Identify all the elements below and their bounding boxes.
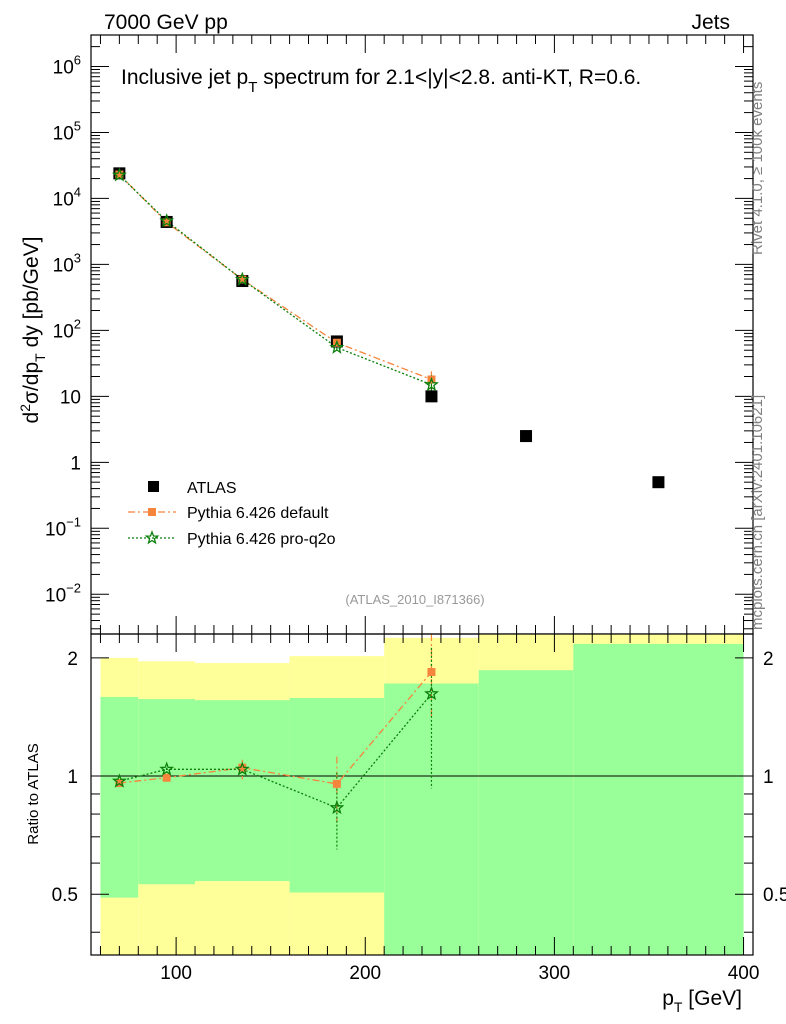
ratio-point-1 (329, 799, 345, 815)
legend-marker-pythia-proq2o (144, 530, 160, 545)
x-tick-label: 200 (349, 963, 381, 984)
legend-marker-pythia-default (148, 508, 156, 516)
ratio-point-1 (234, 761, 250, 776)
legend-marker-atlas (148, 481, 159, 492)
ratio-y-tick-label: 2 (67, 649, 78, 670)
main-y-tick-exponent: 6 (74, 52, 81, 67)
ratio-point-1 (424, 685, 439, 701)
main-point-2 (329, 339, 345, 354)
main-point-1 (238, 275, 247, 284)
main-data-series (111, 167, 665, 489)
rivet-version-label: Rivet 4.1.0, ≥ 100k events (749, 82, 766, 255)
main-point-2 (234, 271, 250, 286)
main-y-tick-base: 10 (45, 585, 66, 606)
legend-label-pythia-proq2o: Pythia 6.426 pro-q2o (187, 531, 336, 548)
legend-label-atlas: ATLAS (187, 480, 237, 497)
main-y-tick-exponent: 3 (74, 250, 81, 265)
main-y-tick-label: 102 (53, 316, 81, 342)
main-y-tick-exponent: 2 (74, 316, 81, 331)
ratio-point-0 (238, 763, 247, 772)
ratio-data-series (111, 634, 439, 850)
ratio-point-1 (159, 761, 175, 776)
ratio-point-0 (427, 668, 436, 677)
main-y-tick-exponent: 4 (74, 184, 81, 199)
main-y-tick-base: 10 (53, 255, 74, 276)
ratio-y-tick-label: 0.5 (52, 885, 78, 906)
main-y-tick-base: 10 (45, 519, 66, 540)
main-y-tick-label: 106 (53, 52, 81, 78)
ratio-point-0 (162, 773, 171, 782)
main-series-line-2 (118, 174, 432, 386)
main-y-tick-label: 10−2 (45, 580, 81, 606)
x-axis-label: pT [GeV] (662, 987, 742, 1015)
main-point-2 (111, 167, 127, 182)
title-part-2: spectrum for 2.1<|y|<2.8. anti-KT, R=0.6… (257, 66, 641, 89)
x-tick-label: 300 (539, 963, 571, 984)
main-y-tick-label: 10−1 (45, 514, 81, 540)
main-y-tick-label: 105 (53, 118, 81, 144)
main-y-tick-exponent: 5 (74, 118, 81, 133)
ratio-plot-panel: 0.5 0.5 1 1 2 2 100 200 300 400 Ratio to ATLAS pT… (25, 633, 786, 1015)
ylabel-subscript: T (32, 353, 48, 362)
main-y-tick-base: 10 (53, 123, 74, 144)
legend: ATLAS Pythia 6.426 default Pythia 6.426 … (128, 480, 336, 548)
analysis-id-annotation: (ATLAS_2010_I871366) (345, 592, 484, 607)
ratio-green-band (138, 699, 196, 885)
main-y-tick-label: 1 (70, 453, 81, 474)
main-y-tick-exponent: −2 (66, 580, 81, 595)
header-left: 7000 GeV pp (104, 11, 228, 34)
main-plot-title: Inclusive jet pT spectrum for 2.1<|y|<2.… (121, 66, 641, 96)
xlabel-part-a: p (662, 987, 674, 1010)
main-y-tick-label: 10 (60, 387, 81, 408)
x-tick-label: 400 (728, 963, 760, 984)
main-y-tick-base: 1 (70, 453, 81, 474)
ratio-axis-ticks: 0.5 0.5 1 1 2 2 100 200 300 400 (52, 634, 786, 984)
main-y-tick-exponent: −1 (66, 514, 81, 529)
main-y-tick-label: 104 (53, 184, 81, 210)
x-tick-label: 100 (160, 963, 192, 984)
ylabel-part-e: dy [pb/GeV] (20, 237, 43, 354)
xlabel-part-c: [GeV] (682, 987, 742, 1010)
ylabel-part-c: σ/dp (20, 362, 43, 404)
title-subscript: T (248, 79, 257, 96)
main-y-tick-base: 10 (60, 387, 81, 408)
legend-label-pythia-default: Pythia 6.426 default (187, 505, 329, 522)
ratio-y-tick-label-right: 0.5 (763, 885, 786, 906)
main-point-1 (115, 170, 124, 179)
main-y-tick-base: 10 (53, 189, 74, 210)
main-y-tick-base: 10 (53, 321, 74, 342)
ratio-green-band (289, 698, 385, 893)
main-point-2 (159, 213, 175, 228)
main-y-axis-label: d2σ/dpT dy [pb/GeV] (17, 237, 48, 424)
ratio-green-band (100, 696, 139, 898)
main-point-0 (520, 430, 533, 443)
xlabel-subscript: T (674, 999, 683, 1015)
main-point-0 (652, 476, 665, 489)
ylabel-part-a: d (20, 412, 43, 424)
header-right: Jets (691, 11, 730, 34)
main-y-tick-base: 10 (53, 57, 74, 78)
ratio-green-band (195, 700, 290, 882)
ratio-y-tick-label: 1 (67, 767, 78, 788)
title-part-1: Inclusive jet p (121, 66, 248, 89)
mcplots-reference-label: mcplots.cern.ch [arXiv:2401.10621] (749, 395, 766, 630)
ratio-green-band (573, 643, 744, 955)
ratio-y-axis-label: Ratio to ATLAS (25, 743, 42, 844)
main-point-2 (424, 376, 439, 392)
ratio-uncertainty-bands (100, 634, 744, 955)
ratio-y-tick-label-right: 2 (763, 649, 774, 670)
ylabel-superscript: 2 (17, 404, 33, 412)
main-series-line-1 (118, 174, 432, 381)
ratio-green-band (478, 670, 574, 955)
main-point-0 (425, 390, 438, 403)
ratio-point-0 (332, 779, 341, 788)
main-y-tick-label: 103 (53, 250, 81, 276)
main-point-1 (162, 218, 171, 227)
ratio-point-1 (111, 773, 127, 788)
ratio-y-tick-label-right: 1 (763, 767, 774, 788)
